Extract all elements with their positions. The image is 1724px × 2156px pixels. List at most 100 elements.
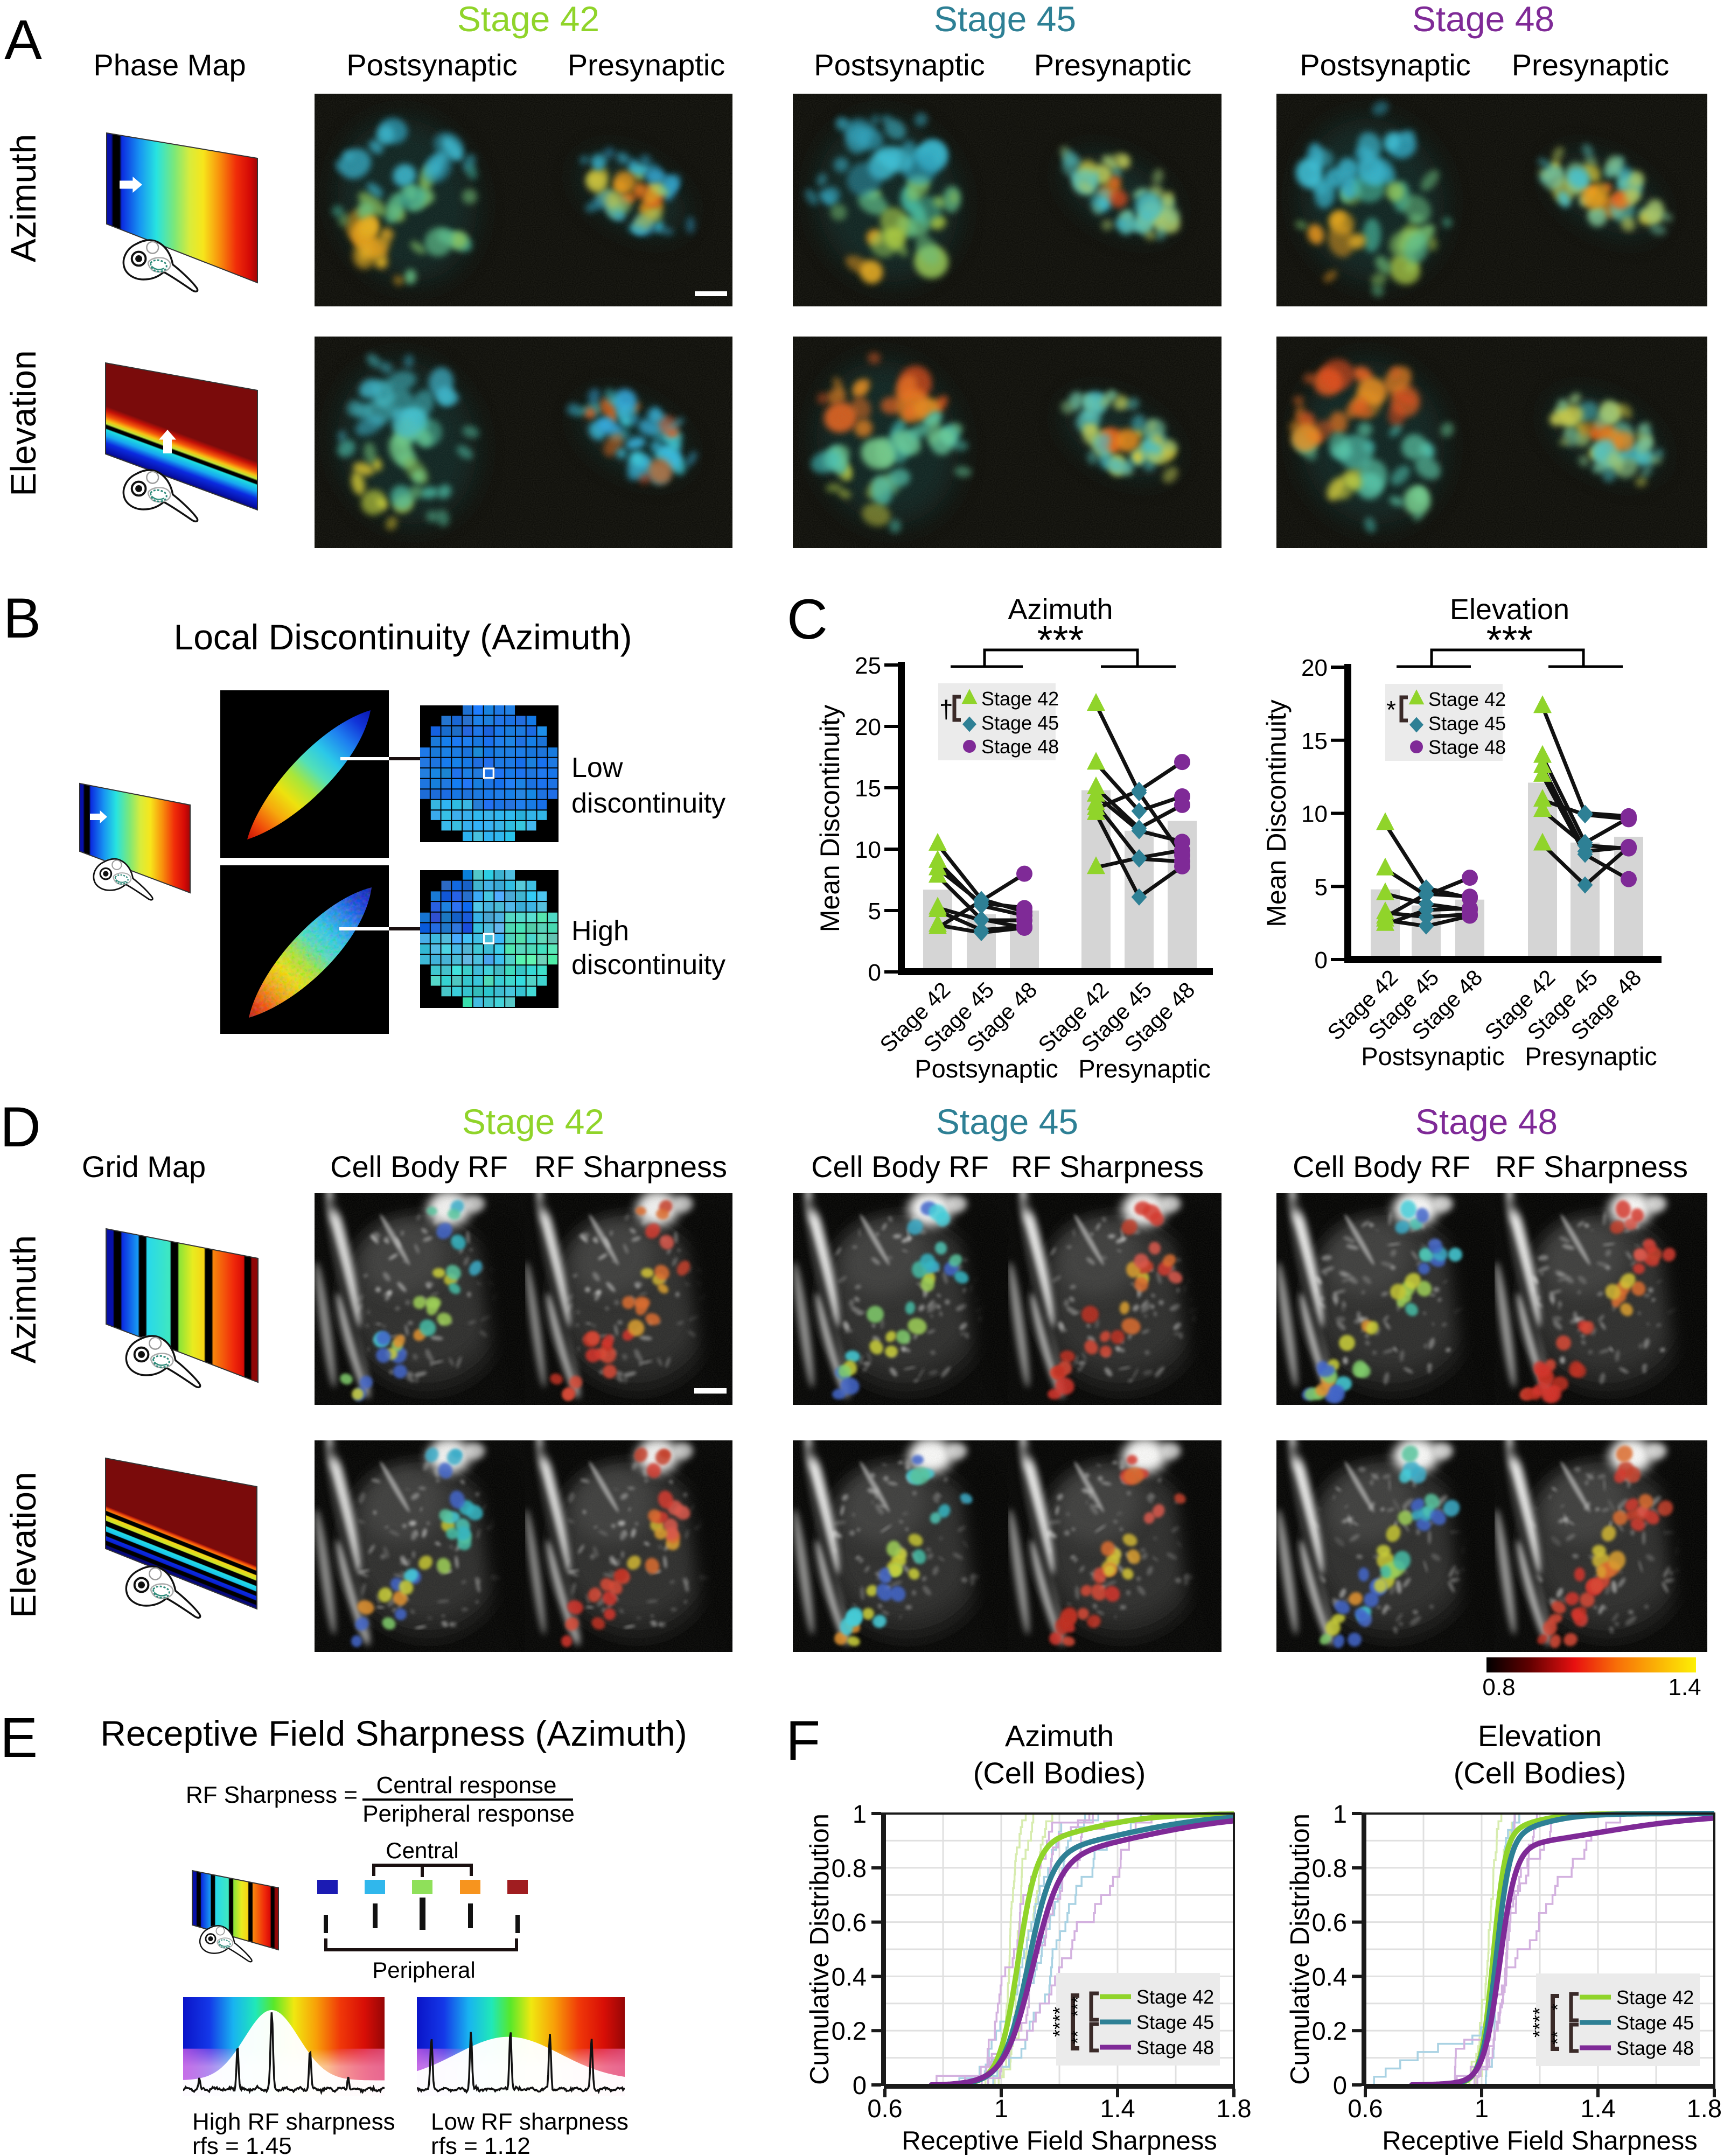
svg-text:Stage 42: Stage 42 bbox=[981, 688, 1059, 710]
svg-text:Receptive Field Sharpness: Receptive Field Sharpness bbox=[1382, 2126, 1698, 2155]
svg-text:RF Sharpness: RF Sharpness bbox=[1011, 1150, 1204, 1184]
svg-text:1: 1 bbox=[1475, 2094, 1489, 2123]
svg-text:15: 15 bbox=[855, 775, 881, 802]
svg-text:Stage 45: Stage 45 bbox=[1136, 2011, 1214, 2033]
svg-text:High RF sharpness: High RF sharpness bbox=[192, 2109, 395, 2135]
svg-text:***: *** bbox=[1068, 1997, 1087, 2017]
svg-text:C: C bbox=[787, 588, 828, 651]
svg-text:Elevation: Elevation bbox=[1478, 1719, 1602, 1753]
svg-text:(Cell Bodies): (Cell Bodies) bbox=[973, 1756, 1146, 1790]
svg-text:Receptive Field Sharpness (Azi: Receptive Field Sharpness (Azimuth) bbox=[100, 1713, 687, 1753]
svg-text:rfs = 1.12: rfs = 1.12 bbox=[431, 2133, 531, 2156]
svg-text:Presynaptic: Presynaptic bbox=[1525, 1042, 1657, 1070]
svg-text:Presynaptic: Presynaptic bbox=[568, 48, 725, 82]
svg-text:Azimuth: Azimuth bbox=[3, 1235, 43, 1363]
svg-text:Cumulative Distribution: Cumulative Distribution bbox=[805, 1814, 834, 2085]
svg-text:E: E bbox=[0, 1706, 38, 1769]
svg-text:†: † bbox=[939, 695, 953, 723]
svg-text:**: ** bbox=[1068, 2031, 1087, 2044]
svg-text:0.2: 0.2 bbox=[832, 2017, 867, 2045]
svg-text:1: 1 bbox=[1333, 1800, 1347, 1828]
svg-text:RF Sharpness: RF Sharpness bbox=[1495, 1150, 1688, 1184]
svg-text:0.6: 0.6 bbox=[867, 2094, 902, 2123]
svg-text:0: 0 bbox=[868, 960, 881, 986]
svg-text:Cell Body RF: Cell Body RF bbox=[1293, 1150, 1470, 1184]
svg-text:Stage 48: Stage 48 bbox=[981, 736, 1059, 758]
svg-text:Stage 48: Stage 48 bbox=[1415, 1102, 1558, 1142]
svg-text:F: F bbox=[786, 1710, 820, 1773]
svg-text:***: *** bbox=[1486, 618, 1533, 662]
svg-text:RF Sharpness =: RF Sharpness = bbox=[186, 1782, 358, 1808]
svg-text:Stage 45: Stage 45 bbox=[981, 712, 1059, 734]
svg-text:0.6: 0.6 bbox=[1348, 2094, 1383, 2123]
svg-text:Stage 48: Stage 48 bbox=[1428, 736, 1506, 758]
svg-text:High: High bbox=[571, 915, 629, 947]
svg-text:Azimuth: Azimuth bbox=[1008, 593, 1113, 626]
svg-text:*: * bbox=[1548, 2004, 1567, 2010]
svg-text:discontinuity: discontinuity bbox=[571, 788, 725, 819]
svg-text:0.8: 0.8 bbox=[1482, 1674, 1515, 1700]
svg-text:Stage 48: Stage 48 bbox=[1616, 2037, 1694, 2059]
svg-text:1.8: 1.8 bbox=[1216, 2094, 1251, 2123]
svg-text:Low: Low bbox=[571, 752, 623, 783]
svg-text:15: 15 bbox=[1301, 728, 1328, 754]
svg-text:Central response: Central response bbox=[376, 1772, 556, 1798]
svg-text:Presynaptic: Presynaptic bbox=[1078, 1054, 1211, 1083]
svg-text:25: 25 bbox=[855, 653, 881, 679]
svg-text:Cell Body RF: Cell Body RF bbox=[811, 1150, 989, 1184]
svg-text:0: 0 bbox=[853, 2071, 867, 2099]
svg-text:Stage 42: Stage 42 bbox=[457, 0, 599, 39]
svg-text:0.6: 0.6 bbox=[832, 1908, 867, 1937]
svg-text:Stage 48: Stage 48 bbox=[1412, 0, 1554, 39]
svg-text:Stage 42: Stage 42 bbox=[1616, 1986, 1694, 2008]
svg-text:rfs = 1.45: rfs = 1.45 bbox=[192, 2133, 292, 2156]
svg-text:****: **** bbox=[1049, 2007, 1071, 2037]
svg-text:Stage 45: Stage 45 bbox=[1616, 2012, 1694, 2034]
svg-text:Stage 45: Stage 45 bbox=[936, 1102, 1078, 1142]
svg-text:Elevation: Elevation bbox=[3, 1472, 43, 1618]
svg-text:B: B bbox=[3, 587, 41, 650]
svg-text:Mean Discontinuity: Mean Discontinuity bbox=[815, 705, 845, 932]
svg-text:Postsynaptic: Postsynaptic bbox=[814, 48, 985, 82]
svg-text:5: 5 bbox=[1315, 874, 1328, 900]
svg-text:1.4: 1.4 bbox=[1580, 2094, 1615, 2123]
svg-text:Mean Discontinuity: Mean Discontinuity bbox=[1261, 699, 1292, 927]
svg-text:Stage 45: Stage 45 bbox=[934, 0, 1076, 39]
svg-text:0.4: 0.4 bbox=[832, 1962, 867, 1991]
svg-text:0.8: 0.8 bbox=[832, 1854, 867, 1882]
svg-text:A: A bbox=[4, 9, 42, 72]
svg-text:Postsynaptic: Postsynaptic bbox=[1361, 1042, 1504, 1070]
svg-text:1: 1 bbox=[853, 1800, 867, 1828]
svg-text:Receptive Field Sharpness: Receptive Field Sharpness bbox=[902, 2126, 1217, 2155]
svg-text:10: 10 bbox=[1301, 801, 1328, 828]
svg-text:Azimuth: Azimuth bbox=[3, 134, 43, 262]
svg-text:Elevation: Elevation bbox=[3, 350, 43, 496]
svg-text:Phase Map: Phase Map bbox=[93, 48, 246, 82]
svg-text:RF Sharpness: RF Sharpness bbox=[534, 1150, 727, 1184]
svg-text:0.2: 0.2 bbox=[1312, 2017, 1347, 2045]
svg-text:20: 20 bbox=[855, 714, 881, 740]
svg-text:20: 20 bbox=[1301, 655, 1328, 681]
svg-text:1.4: 1.4 bbox=[1668, 1674, 1701, 1700]
svg-text:discontinuity: discontinuity bbox=[571, 949, 725, 981]
svg-text:Peripheral response: Peripheral response bbox=[362, 1801, 575, 1827]
svg-text:(Cell Bodies): (Cell Bodies) bbox=[1454, 1756, 1627, 1790]
svg-text:Stage 42: Stage 42 bbox=[1136, 1986, 1214, 2008]
svg-text:Elevation: Elevation bbox=[1450, 593, 1569, 626]
svg-text:Stage 45: Stage 45 bbox=[1428, 712, 1506, 734]
svg-text:0.4: 0.4 bbox=[1312, 1962, 1347, 1991]
svg-text:Azimuth: Azimuth bbox=[1005, 1719, 1114, 1753]
svg-text:Postsynaptic: Postsynaptic bbox=[1300, 48, 1471, 82]
svg-text:Stage 48: Stage 48 bbox=[1136, 2036, 1214, 2059]
svg-text:Presynaptic: Presynaptic bbox=[1512, 48, 1670, 82]
svg-text:10: 10 bbox=[855, 837, 881, 863]
svg-text:1: 1 bbox=[994, 2094, 1008, 2123]
svg-text:**: ** bbox=[1548, 2031, 1567, 2045]
svg-text:Grid Map: Grid Map bbox=[82, 1150, 206, 1184]
svg-text:*: * bbox=[1386, 696, 1396, 724]
svg-text:Stage 42: Stage 42 bbox=[1428, 688, 1506, 710]
svg-text:Central: Central bbox=[386, 1838, 458, 1863]
svg-text:Stage 42: Stage 42 bbox=[462, 1102, 604, 1142]
svg-text:***: *** bbox=[1037, 618, 1084, 662]
svg-text:Postsynaptic: Postsynaptic bbox=[346, 48, 518, 82]
